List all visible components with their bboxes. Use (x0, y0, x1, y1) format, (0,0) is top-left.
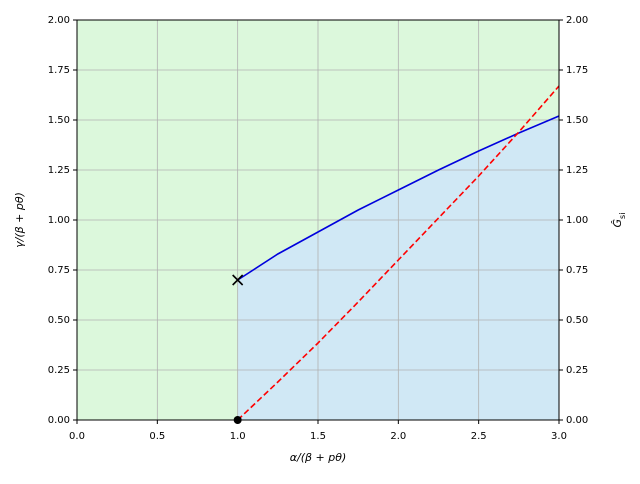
y-tick-label: 0.50 (48, 315, 70, 326)
y-tick-label: 1.75 (48, 65, 70, 76)
y2-label-main: Ĝ (611, 219, 624, 228)
line-series (237, 115, 560, 281)
y2-tick-label: 1.75 (566, 65, 588, 76)
x-tick-label: 3.0 (551, 431, 567, 442)
y2-tick-label: 1.50 (566, 115, 588, 126)
y2-tick-label: 1.00 (566, 215, 588, 226)
y2-label-sub: si (618, 213, 627, 219)
y-axis-label: γ/(β + pθ) (13, 192, 26, 248)
point-marker (232, 274, 244, 286)
y2-tick-label: 0.75 (566, 265, 588, 276)
y-tick-label: 0.25 (48, 365, 70, 376)
y-tick-label: 1.25 (48, 165, 70, 176)
x-tick-label: 1.5 (310, 431, 326, 442)
y2-tick-label: 2.00 (566, 15, 588, 26)
y2-tick-label: 0.50 (566, 315, 588, 326)
y-tick-label: 0.00 (48, 415, 70, 426)
x-tick-label: 1.0 (230, 431, 246, 442)
y-tick-label: 2.00 (48, 15, 70, 26)
y2-tick-label: 1.25 (566, 165, 588, 176)
x-axis-label: α/(β + pθ) (290, 451, 346, 464)
x-tick-label: 2.0 (390, 431, 406, 442)
line-series (237, 85, 560, 421)
x-tick-label: 2.5 (471, 431, 487, 442)
y2-tick-label: 0.25 (566, 365, 588, 376)
x-tick-label: 0.5 (149, 431, 165, 442)
y-tick-label: 1.50 (48, 115, 70, 126)
y-tick-label: 1.00 (48, 215, 70, 226)
x-tick-label: 0.0 (69, 431, 85, 442)
y2-axis-label: Ĝsi (611, 213, 627, 228)
plot-frame (76, 19, 560, 421)
y2-tick-label: 0.00 (566, 415, 588, 426)
y-tick-label: 0.75 (48, 265, 70, 276)
